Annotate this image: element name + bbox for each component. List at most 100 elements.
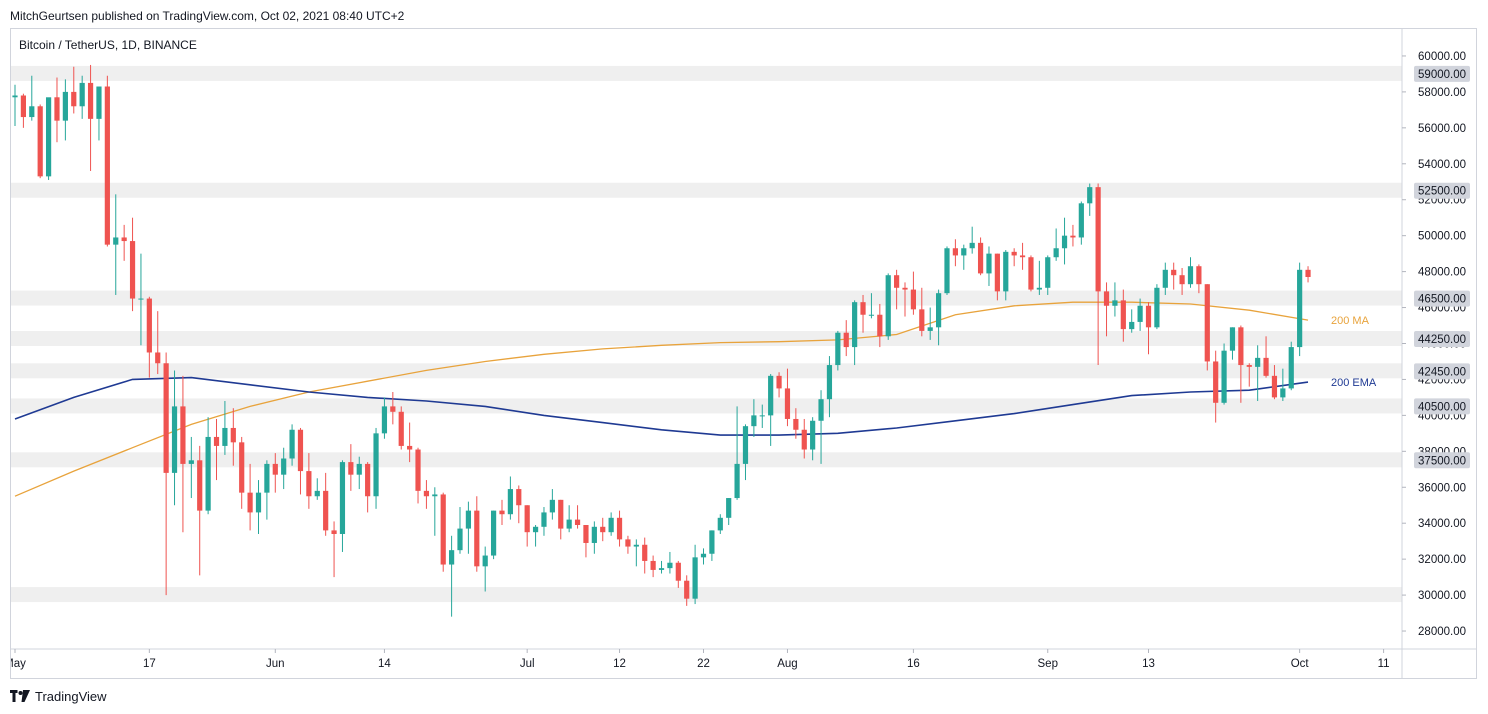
candle[interactable] <box>348 444 354 491</box>
candle[interactable] <box>574 505 581 529</box>
candle[interactable] <box>381 397 388 439</box>
candle[interactable] <box>297 427 304 495</box>
candle[interactable] <box>532 525 539 547</box>
candle[interactable] <box>499 499 505 525</box>
candle[interactable] <box>1145 302 1152 355</box>
candle[interactable] <box>1288 341 1294 391</box>
candle[interactable] <box>1305 266 1311 283</box>
candle[interactable] <box>1187 257 1194 288</box>
candle[interactable] <box>213 418 220 481</box>
candle[interactable] <box>205 417 211 515</box>
candle[interactable] <box>239 436 245 509</box>
candle[interactable] <box>1011 248 1017 267</box>
candle[interactable] <box>650 555 656 578</box>
candle[interactable] <box>314 478 320 500</box>
candle[interactable] <box>465 501 472 554</box>
candle[interactable] <box>1003 250 1009 301</box>
candle[interactable] <box>810 417 816 461</box>
candle[interactable] <box>1229 327 1236 360</box>
candle[interactable] <box>633 539 639 567</box>
candle[interactable] <box>113 194 119 295</box>
candle[interactable] <box>734 406 740 500</box>
candle[interactable] <box>197 445 203 576</box>
candle[interactable] <box>1297 262 1303 357</box>
candle[interactable] <box>524 505 530 547</box>
candle[interactable] <box>373 427 379 509</box>
candle[interactable] <box>675 560 681 588</box>
candle[interactable] <box>37 104 43 179</box>
candle[interactable] <box>365 462 371 513</box>
candle[interactable] <box>138 253 144 346</box>
candle[interactable] <box>952 239 958 267</box>
candle[interactable] <box>247 463 253 531</box>
candle[interactable] <box>776 372 782 398</box>
candle[interactable] <box>717 514 723 534</box>
candle[interactable] <box>927 307 933 340</box>
candle[interactable] <box>860 294 866 333</box>
candle[interactable] <box>826 356 833 418</box>
candle[interactable] <box>54 77 60 143</box>
candle[interactable] <box>230 408 236 466</box>
candle[interactable] <box>835 330 841 371</box>
candle[interactable] <box>188 436 194 499</box>
candle[interactable] <box>700 548 707 565</box>
candle[interactable] <box>1154 284 1160 330</box>
candle[interactable] <box>331 521 337 578</box>
candle[interactable] <box>482 546 488 592</box>
candle[interactable] <box>289 424 295 466</box>
candle[interactable] <box>1061 217 1068 265</box>
candle[interactable] <box>96 86 102 141</box>
candle[interactable] <box>281 447 287 490</box>
candle[interactable] <box>591 521 597 554</box>
candle[interactable] <box>1246 363 1252 387</box>
candlestick-chart[interactable]: 28000.00 30000.00 32000.00 34000.00 36000.00… <box>11 29 1476 678</box>
candle[interactable] <box>541 507 547 536</box>
candle[interactable] <box>1078 201 1084 245</box>
candle[interactable] <box>768 374 774 446</box>
candle[interactable] <box>20 93 26 128</box>
chart-frame[interactable]: 28000.00 30000.00 32000.00 34000.00 36000.00… <box>10 28 1477 679</box>
candle[interactable] <box>1087 183 1093 216</box>
candle[interactable] <box>121 224 127 261</box>
candle[interactable] <box>583 525 589 558</box>
candle[interactable] <box>1036 260 1042 295</box>
candle[interactable] <box>71 66 77 114</box>
candle[interactable] <box>919 287 925 337</box>
candle[interactable] <box>440 492 446 572</box>
candle[interactable] <box>490 510 497 560</box>
candle[interactable] <box>1204 284 1210 371</box>
candle[interactable] <box>726 498 732 525</box>
candle[interactable] <box>969 226 975 254</box>
candle[interactable] <box>944 246 950 295</box>
candle[interactable] <box>1255 345 1261 401</box>
candle[interactable] <box>684 575 690 606</box>
candle[interactable] <box>1095 183 1101 366</box>
candle[interactable] <box>1271 365 1278 400</box>
candle[interactable] <box>1280 368 1286 401</box>
candle[interactable] <box>423 480 430 509</box>
candle[interactable] <box>306 453 312 509</box>
candle[interactable] <box>818 390 824 464</box>
candle[interactable] <box>79 75 85 119</box>
candle[interactable] <box>415 447 421 504</box>
candle[interactable] <box>1045 255 1051 295</box>
candle[interactable] <box>155 311 161 375</box>
candle[interactable] <box>323 472 329 536</box>
candle[interactable] <box>1171 262 1177 290</box>
candle[interactable] <box>1053 228 1059 261</box>
candle[interactable] <box>658 560 665 574</box>
candle[interactable] <box>272 453 278 493</box>
candle[interactable] <box>29 75 35 121</box>
candle[interactable] <box>12 84 18 127</box>
candle[interactable] <box>759 404 765 428</box>
candle[interactable] <box>961 244 967 270</box>
candle[interactable] <box>507 476 513 520</box>
candle[interactable] <box>784 368 791 427</box>
candle[interactable] <box>129 217 136 312</box>
candle[interactable] <box>104 75 110 247</box>
candle[interactable] <box>474 496 480 572</box>
candle[interactable] <box>994 253 1000 301</box>
candle[interactable] <box>1112 282 1118 317</box>
candle[interactable] <box>407 422 413 463</box>
candle[interactable] <box>709 530 715 561</box>
